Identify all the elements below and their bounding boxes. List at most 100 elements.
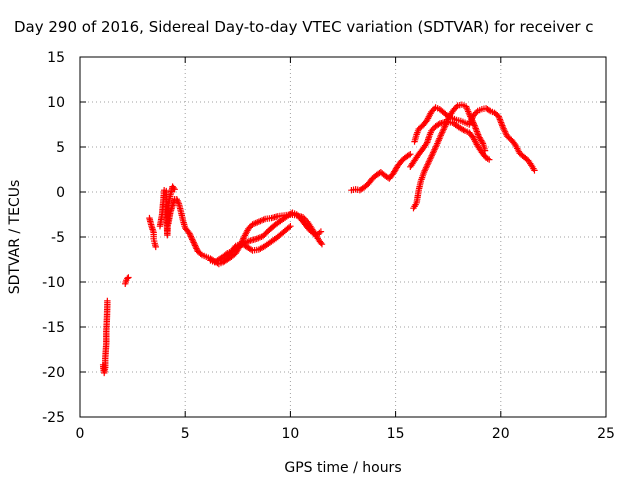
data-point <box>450 106 457 114</box>
data-point <box>174 199 182 206</box>
data-point <box>432 145 439 152</box>
data-point <box>317 228 325 235</box>
data-point <box>453 103 460 111</box>
data-point <box>285 224 293 231</box>
x-tick-label: 25 <box>597 426 615 442</box>
data-point <box>308 229 316 236</box>
data-point <box>466 119 474 127</box>
data-point <box>287 223 294 230</box>
data-point <box>422 164 430 171</box>
data-point <box>193 245 200 252</box>
data-point <box>317 239 325 247</box>
data-point <box>440 126 447 133</box>
data-point <box>428 108 435 116</box>
data-point <box>245 225 252 233</box>
data-point <box>188 234 195 242</box>
data-point <box>481 147 489 154</box>
tick-labels: 0 5 10 15 20 25 -25 -20 -15 -10 -5 0 5 10 15 <box>42 50 615 442</box>
data-points <box>99 101 538 377</box>
data-point <box>124 275 131 282</box>
data-point <box>405 151 413 159</box>
data-point <box>470 112 477 119</box>
data-point <box>152 243 159 251</box>
data-point <box>186 230 193 237</box>
plot-frame <box>79 56 607 418</box>
data-point <box>191 242 199 249</box>
chart-title: Day 290 of 2016, Sidereal Day-to-day VTE… <box>14 18 594 36</box>
data-point <box>104 297 111 305</box>
data-point <box>170 184 177 192</box>
data-point <box>294 212 302 220</box>
axis-ticks <box>79 56 607 418</box>
data-point <box>478 138 486 146</box>
data-point <box>437 132 445 139</box>
data-point <box>486 156 493 163</box>
data-point <box>431 146 438 153</box>
data-point <box>427 154 435 161</box>
data-point <box>471 110 479 118</box>
data-point <box>531 167 538 174</box>
data-point <box>246 224 253 231</box>
data-point <box>468 115 476 122</box>
data-point <box>425 160 432 167</box>
data-point <box>189 237 197 245</box>
data-point <box>426 157 433 164</box>
y-tick-label: -15 <box>42 320 65 336</box>
x-tick-label: 10 <box>281 426 299 442</box>
data-point <box>173 196 180 203</box>
data-point <box>422 166 429 173</box>
data-point <box>192 243 199 251</box>
y-tick-label: -10 <box>42 275 65 291</box>
data-point <box>221 256 228 263</box>
data-point <box>424 161 431 168</box>
data-point <box>468 116 475 124</box>
data-point <box>429 149 437 156</box>
y-tick-label: 0 <box>56 185 65 201</box>
data-point <box>485 106 493 114</box>
data-point <box>190 239 197 246</box>
y-tick-label: 15 <box>47 50 65 66</box>
y-tick-label: -5 <box>51 230 65 246</box>
data-point <box>501 127 508 134</box>
data-point <box>428 152 435 159</box>
data-point <box>186 231 194 239</box>
data-point <box>429 126 436 133</box>
data-point <box>125 274 132 281</box>
data-point <box>443 112 450 119</box>
x-axis-label: GPS time / hours <box>284 460 401 476</box>
data-point <box>439 127 447 134</box>
data-point <box>318 241 326 248</box>
grid-lines <box>80 57 606 417</box>
data-point <box>293 211 300 218</box>
data-point <box>439 129 446 136</box>
data-point <box>499 124 507 131</box>
y-tick-label: -20 <box>42 365 65 381</box>
data-point <box>502 130 509 137</box>
data-point <box>427 155 434 162</box>
data-point <box>197 250 204 257</box>
y-tick-label: 10 <box>47 95 65 111</box>
data-point <box>219 258 227 265</box>
data-point <box>432 143 440 150</box>
data-point <box>189 236 196 243</box>
x-tick-label: 20 <box>492 426 510 442</box>
y-axis-label: SDTVAR / TECUs <box>7 180 23 295</box>
data-point <box>407 151 414 158</box>
data-point <box>441 124 448 131</box>
data-point <box>174 197 181 204</box>
data-point <box>466 121 473 128</box>
data-point <box>171 186 178 193</box>
data-point <box>430 148 438 155</box>
data-point <box>435 121 442 128</box>
data-point <box>191 240 198 248</box>
data-point <box>501 128 509 135</box>
data-point <box>420 169 428 176</box>
data-point <box>425 158 433 165</box>
data-point <box>428 127 435 134</box>
data-point <box>451 105 459 112</box>
y-tick-label: -25 <box>42 410 65 426</box>
data-point <box>421 167 428 174</box>
data-point <box>500 125 507 132</box>
data-point <box>438 130 445 137</box>
